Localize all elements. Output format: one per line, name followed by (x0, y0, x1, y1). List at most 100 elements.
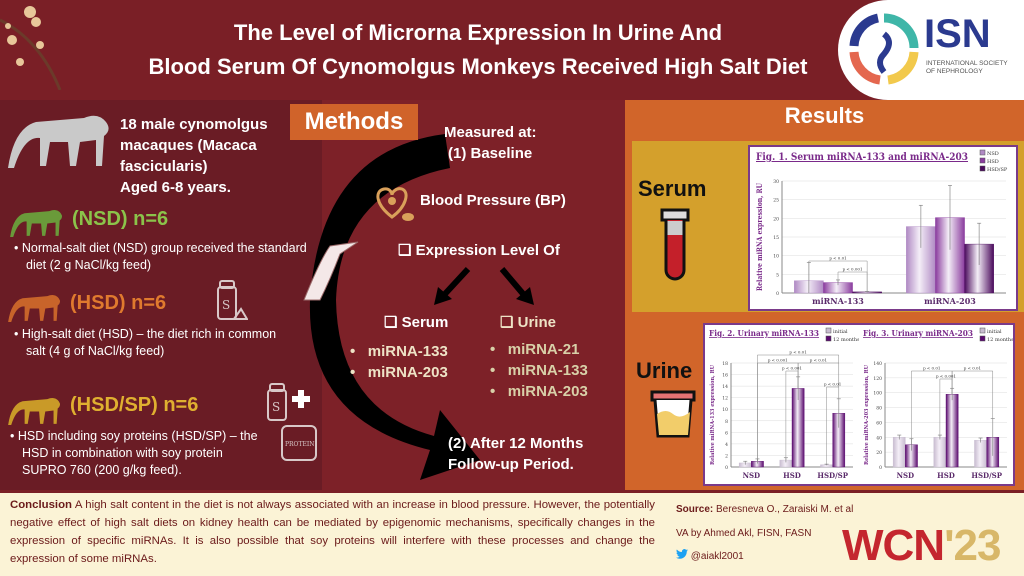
source-citation: Source: Beresneva O., Zaraiski M. et al (676, 504, 853, 515)
x-tick-label: HSD (783, 471, 801, 480)
group-nsd-description: • Normal-salt diet (NSD) group received … (14, 241, 307, 272)
serum-mirna-item: • miRNA-133 (350, 343, 448, 360)
y-tick-label: 8 (725, 419, 728, 425)
legend-label: HSD (987, 159, 999, 165)
fig3-urinary-mirna203-chart: Fig. 3. Urinary miRNA-203 initial 12 month… (863, 327, 1013, 480)
p-value-label: p < 0.001 (936, 374, 956, 379)
urine-mirna-21: miRNA-21 (507, 341, 580, 358)
checkbox-icon: ❑ (398, 242, 416, 259)
salt-and-protein-icon: S PROTEIN (267, 383, 317, 461)
group-nsd-desc-text: Normal-salt diet (NSD) group received th… (21, 241, 307, 272)
p-value-label: p < 0.01 (829, 256, 846, 261)
nsd-monkey-icon (10, 210, 63, 237)
y-tick-label: 2 (725, 453, 728, 459)
y-tick-label: 14 (722, 384, 728, 390)
legend-label: HSD/SP (987, 167, 1008, 173)
conclusion-text: A high salt content in the diet is not a… (10, 499, 655, 565)
p-value-label: p < 0.01 (964, 366, 981, 371)
blood-tube-icon (660, 208, 690, 281)
y-tick-label: 4 (725, 442, 728, 448)
group-hsd-sp-desc-text: HSD including soy proteins (HSD/SP) – th… (17, 429, 258, 477)
conclusion-label: Conclusion (10, 499, 73, 511)
p-value-label: p < 0.01 (824, 382, 841, 387)
expression-level-label: Expression Level Of (415, 242, 560, 259)
checkbox-icon: ❑ (384, 314, 402, 331)
twitter-handle[interactable]: @aiakl2001 (690, 551, 744, 562)
wcn-logo-text: WCN (842, 521, 945, 570)
group-hsd-sp-label: (HSD/SP) n=6 (70, 394, 199, 416)
y-tick-label: 100 (873, 391, 882, 397)
wcn23-logo: WCN'23 (842, 521, 1002, 571)
urine-mirna-item: • miRNA-133 (490, 362, 588, 379)
twitter-handle-link[interactable]: @aiakl2001 (676, 549, 744, 562)
fig2-urinary-mirna133-chart: Fig. 2. Urinary miRNA-133 initial 12 month… (709, 327, 859, 480)
subjects-description: 18 male cynomolgus macaques (Macaca fasc… (120, 114, 268, 198)
x-tick-label: HSD/SP (971, 471, 1002, 480)
urine-mirna-133: miRNA-133 (507, 362, 588, 379)
serum-chart-box: Fig. 1. Serum miRNA-133 and miRNA-203 NSD… (748, 145, 1018, 311)
serum-mirna-133: miRNA-133 (367, 343, 448, 360)
significance-bracket (826, 386, 840, 465)
y-tick-label: 140 (873, 361, 882, 367)
y-tick-label: 0 (879, 465, 882, 471)
p-value-label: p < 0.001 (843, 267, 863, 272)
serum-results-label: Serum (638, 176, 707, 201)
y-tick-label: 40 (876, 435, 882, 441)
y-tick-label: 15 (773, 235, 779, 241)
x-tick-label: NSD (897, 471, 915, 480)
p-value-label: p < 0.01 (810, 358, 827, 363)
chart-title: Fig. 3. Urinary miRNA-203 (863, 328, 973, 338)
twitter-bird-icon (676, 549, 688, 559)
group-hsd-desc-text: High-salt diet (HSD) – the diet rich in … (21, 327, 277, 358)
y-axis-label: Relative miRNA-133 expression, RU (710, 365, 716, 465)
legend-label: 12 months (833, 337, 859, 343)
bar (791, 388, 805, 468)
serum-mirna-list: • miRNA-133 • miRNA-203 (350, 341, 448, 383)
legend-label: 12 months (987, 337, 1013, 343)
source-text: Beresneva O., Zaraiski M. et al (716, 504, 854, 515)
y-axis-label: Relative miRNA expression, RU (755, 183, 764, 291)
legend-label: initial (833, 329, 848, 335)
salt-icon-letter-2: S (272, 400, 280, 414)
subjects-line-2: macaques (Macaca (120, 137, 257, 154)
legend-swatch (979, 327, 986, 334)
x-tick-label: HSD (937, 471, 955, 480)
significance-bracket (951, 370, 994, 438)
bar (945, 393, 959, 468)
y-tick-label: 80 (876, 406, 882, 412)
serum-method-item: ❑ Serum (384, 312, 448, 333)
legend-swatch (979, 157, 986, 164)
bar (974, 440, 987, 468)
blossom-decoration (0, 6, 62, 90)
y-tick-label: 30 (773, 179, 779, 185)
p-value-label: p < 0.001 (768, 358, 788, 363)
urine-mirna-list: • miRNA-21 • miRNA-133 • miRNA-203 (490, 339, 588, 402)
y-tick-label: 12 (722, 396, 728, 402)
y-tick-label: 6 (725, 430, 728, 436)
followup-line-1: (2) After 12 Months (448, 435, 584, 452)
title-line-2: Blood Serum Of Cynomolgus Monkeys Receiv… (148, 54, 808, 79)
subjects-panel (0, 100, 322, 490)
checkbox-icon: ❑ (500, 314, 518, 331)
x-tick-label: HSD/SP (817, 471, 848, 480)
urine-mirna-item: • miRNA-21 (490, 341, 580, 358)
significance-bracket (785, 370, 799, 461)
isn-logo: ISN INTERNATIONAL SOCIETY OF NEPHROLOGY (838, 0, 1024, 100)
followup-label: (2) After 12 Months Follow-up Period. (448, 433, 583, 475)
isn-logo-subtitle: INTERNATIONAL SOCIETY OF NEPHROLOGY (926, 60, 1008, 75)
y-tick-label: 60 (876, 420, 882, 426)
subjects-line-3: fascicularis) (120, 158, 208, 175)
legend-swatch (979, 149, 986, 156)
measured-at-label: Measured at: (444, 124, 537, 141)
bar (933, 437, 947, 468)
group-hsd-label: (HSD) n=6 (70, 292, 167, 314)
urine-mirna-203: miRNA-203 (507, 383, 588, 400)
salt-icon-letter: S (222, 298, 230, 312)
y-tick-label: 5 (776, 272, 779, 278)
group-nsd-label: (NSD) n=6 (72, 208, 169, 230)
y-tick-label: 16 (722, 373, 728, 379)
methods-tag: Methods (290, 104, 418, 140)
hsd-sp-monkey-icon (8, 398, 61, 425)
footer-panel (0, 490, 1024, 576)
salt-shaker-icon: S (217, 280, 248, 320)
